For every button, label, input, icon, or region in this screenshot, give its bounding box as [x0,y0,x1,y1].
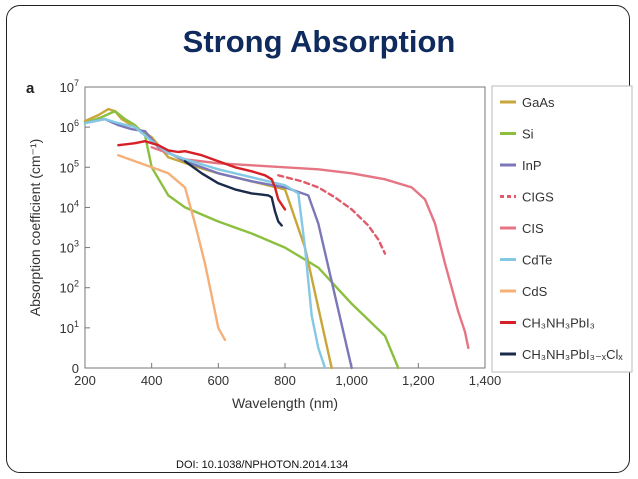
x-tick-label: 1,000 [335,373,368,388]
panel-label: a [26,80,35,97]
legend-label: CIS [522,221,544,236]
y-tick-label: 107 [60,78,79,95]
plot-area-frame [84,86,486,369]
x-tick-label: 1,200 [402,373,435,388]
y-tick-label: 105 [60,158,79,175]
legend-label: CdS [522,284,548,299]
legend-label: CH₃NH₃PbI₃₋ₓClₓ [522,347,623,362]
series-line [183,160,283,227]
slide-title: Strong Absorption [182,24,456,59]
y-axis-title: Absorption coefficient (cm⁻¹) [27,139,43,317]
series-line [83,107,333,370]
series-line [117,139,287,211]
y-tick-label: 101 [60,319,79,336]
series-line [150,145,470,350]
doi-reference: DOI: 10.1038/NPHOTON.2014.134 [176,459,349,471]
x-axis-title: Wavelength (nm) [232,395,338,411]
x-tick-label: 600 [207,373,229,388]
y-tick-label: 104 [60,198,79,215]
x-tick-label: 400 [141,373,163,388]
x-tick-label: 1,400 [469,373,502,388]
legend-label: CIGS [522,190,554,205]
x-tick-label: 200 [74,373,96,388]
y-tick-label: 103 [60,239,79,256]
x-tick-label: 800 [274,373,296,388]
series-line [117,153,227,342]
y-tick-label: 0 [72,361,79,376]
series-line [277,174,387,255]
legend-label: GaAs [522,95,555,110]
series-line [83,117,353,370]
series-line [83,109,400,370]
series-line [83,117,327,370]
y-tick-label: 106 [60,118,79,135]
legend-label: CdTe [522,253,552,268]
legend-label: InP [522,158,542,173]
legend-label: Si [522,127,534,142]
legend-label: CH₃NH₃PbI₃ [522,316,595,331]
y-tick-label: 102 [60,279,79,296]
